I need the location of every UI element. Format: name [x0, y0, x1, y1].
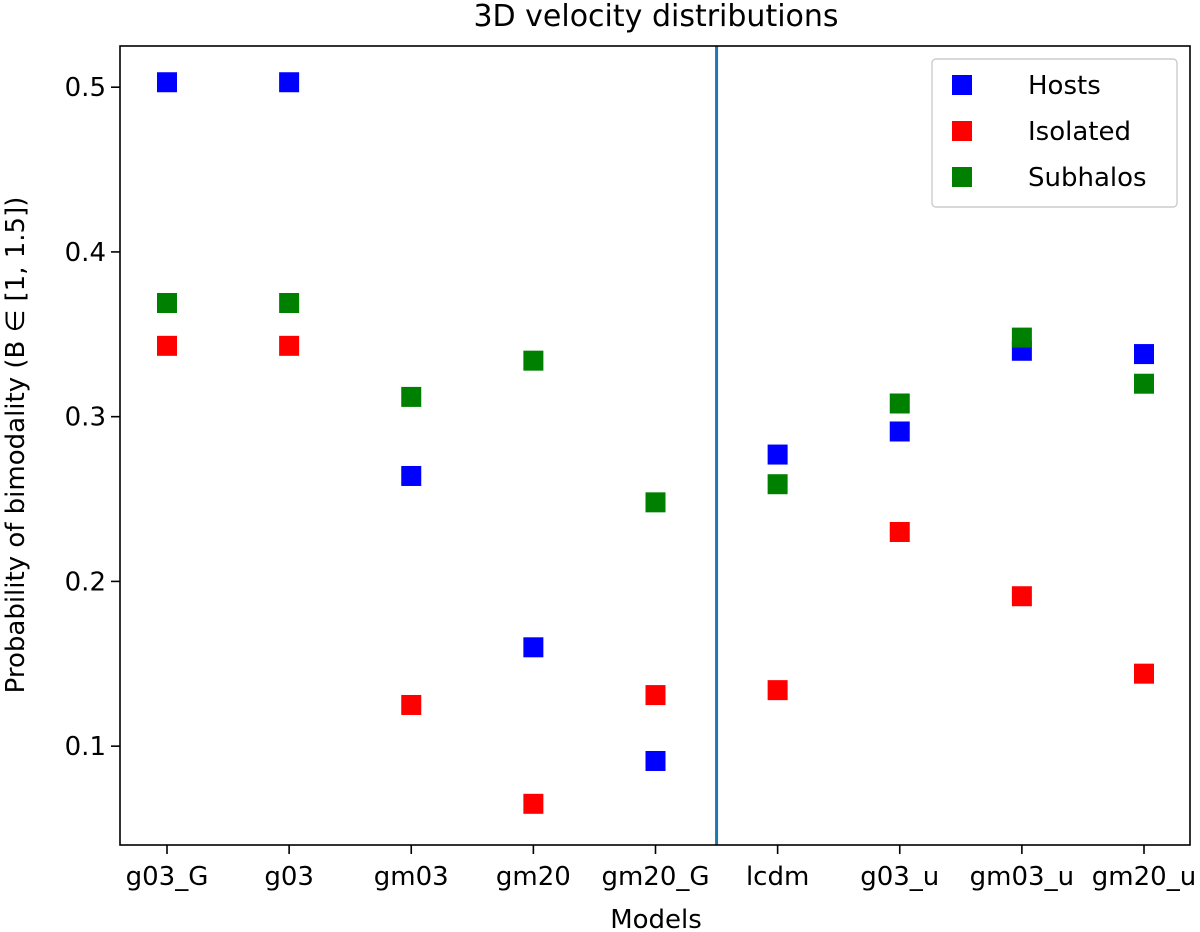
x-tick-label: gm03_u — [970, 862, 1074, 892]
marker-subhalos — [157, 292, 177, 313]
marker-subhalos — [645, 492, 666, 513]
marker-subhalos — [889, 393, 910, 414]
legend-box — [931, 58, 1178, 208]
y-tick-label: 0.3 — [65, 403, 106, 433]
y-tick-label: 0.1 — [65, 732, 106, 762]
marker-hosts — [157, 72, 177, 93]
marker-subhalos — [767, 474, 788, 495]
marker-hosts — [767, 444, 788, 465]
x-tick-label: g03_G — [126, 862, 209, 892]
legend-entry: Hosts — [1028, 71, 1101, 101]
marker-subhalos — [1011, 327, 1032, 348]
marker-hosts — [401, 465, 422, 486]
x-tick-label: gm20_u — [1092, 862, 1196, 892]
marker-hosts — [889, 421, 910, 442]
x-tick-label: gm20_G — [601, 862, 709, 892]
x-tick-label: gm03 — [374, 862, 449, 892]
y-tick-label: 0.5 — [65, 73, 106, 103]
marker-subhalos — [401, 386, 422, 407]
marker-subhalos — [523, 350, 544, 371]
y-tick-label: 0.2 — [65, 567, 106, 597]
legend-marker — [952, 75, 972, 95]
marker-isolated — [1011, 586, 1032, 607]
legend-marker — [952, 121, 972, 141]
marker-isolated — [523, 793, 544, 814]
marker-isolated — [1134, 663, 1154, 684]
x-tick-label: gm20 — [496, 862, 571, 892]
marker-isolated — [889, 521, 910, 542]
marker-isolated — [645, 685, 666, 706]
x-tick-label: lcdm — [746, 862, 809, 892]
marker-isolated — [401, 694, 422, 715]
y-tick-label: 0.4 — [65, 238, 106, 268]
marker-isolated — [279, 335, 300, 356]
marker-hosts — [279, 72, 300, 93]
chart-title: 3D velocity distributions — [473, 0, 838, 34]
x-axis-label: Models — [610, 905, 702, 932]
marker-subhalos — [279, 292, 300, 313]
y-axis-label: Probability of bimodality (B ∈ [1, 1.5]) — [1, 197, 31, 694]
marker-hosts — [1134, 344, 1154, 365]
marker-isolated — [767, 680, 788, 701]
marker-hosts — [523, 637, 544, 658]
x-tick-label: g03_u — [860, 862, 939, 892]
marker-subhalos — [1134, 373, 1154, 394]
legend-entry: Subhalos — [1028, 163, 1147, 193]
legend-marker — [952, 167, 972, 187]
x-tick-label: g03 — [264, 862, 314, 892]
plot-frame — [119, 45, 1191, 846]
legend-entry: Isolated — [1028, 117, 1131, 147]
marker-isolated — [157, 335, 177, 356]
marker-hosts — [645, 750, 666, 771]
legend: Hosts Isolated Subhalos — [931, 58, 1178, 208]
